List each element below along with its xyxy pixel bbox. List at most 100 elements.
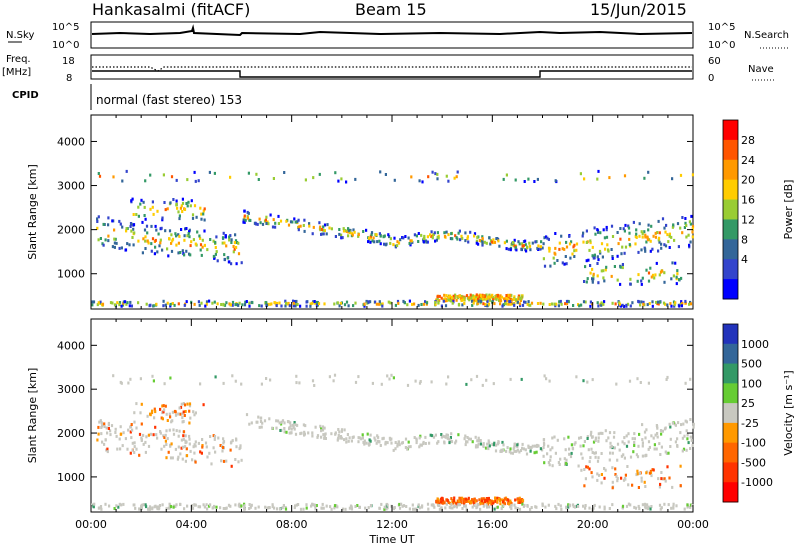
velocity-cell bbox=[647, 381, 650, 385]
velocity-cell bbox=[428, 441, 431, 445]
power-cell bbox=[402, 236, 405, 240]
power-cell bbox=[284, 299, 287, 303]
power-cell bbox=[585, 259, 588, 263]
velocity-cell bbox=[302, 507, 305, 511]
velocity-cell bbox=[591, 378, 594, 382]
power-cell bbox=[484, 303, 487, 306]
power-cell bbox=[144, 217, 147, 221]
velocity-cell bbox=[466, 440, 469, 444]
velocity-cell bbox=[623, 456, 626, 460]
power-cell bbox=[139, 202, 142, 206]
velocity-cell bbox=[101, 440, 104, 444]
velocity-cell bbox=[647, 447, 650, 451]
power-cell bbox=[287, 223, 291, 227]
velocity-colorbar-tick: 500 bbox=[741, 358, 762, 371]
power-cell bbox=[583, 177, 586, 181]
velocity-cell bbox=[319, 424, 322, 428]
power-cell bbox=[269, 213, 272, 217]
power-cell bbox=[232, 250, 235, 254]
power-cell bbox=[340, 233, 343, 237]
velocity-cell bbox=[588, 460, 591, 464]
velocity-cell bbox=[480, 499, 484, 503]
velocity-cell bbox=[690, 438, 693, 442]
velocity-cell bbox=[357, 440, 360, 444]
power-cell bbox=[264, 218, 267, 222]
velocity-cell bbox=[168, 412, 171, 416]
velocity-cell bbox=[508, 502, 511, 506]
power-cell bbox=[657, 219, 660, 223]
velocity-cell bbox=[294, 423, 297, 427]
velocity-cell bbox=[255, 420, 258, 424]
power-cell bbox=[121, 179, 124, 183]
power-cell bbox=[190, 240, 193, 244]
velocity-cell bbox=[565, 458, 568, 462]
velocity-cell bbox=[648, 471, 651, 475]
power-cell bbox=[610, 224, 614, 228]
velocity-cell bbox=[381, 437, 384, 441]
xtick-label: 08:00 bbox=[276, 518, 308, 531]
power-cell bbox=[185, 202, 188, 205]
power-cell bbox=[629, 277, 632, 281]
power-cell bbox=[392, 243, 395, 247]
power-cell bbox=[352, 304, 355, 308]
power-cell bbox=[199, 248, 202, 252]
velocity-cell bbox=[496, 496, 499, 500]
power-cell bbox=[668, 234, 671, 238]
power-cell bbox=[166, 301, 169, 305]
velocity-cell bbox=[586, 380, 589, 384]
velocity-cell bbox=[654, 433, 657, 437]
velocity-cell bbox=[603, 507, 606, 511]
velocity-cell bbox=[329, 505, 332, 509]
velocity-cell bbox=[455, 505, 458, 509]
power-cell bbox=[509, 298, 512, 302]
velocity-cell bbox=[159, 431, 162, 435]
power-cell bbox=[635, 232, 638, 236]
velocity-cell bbox=[582, 379, 585, 383]
power-cell bbox=[198, 234, 201, 238]
power-cell bbox=[124, 248, 127, 252]
power-cell bbox=[135, 213, 138, 216]
velocity-cell bbox=[554, 504, 557, 508]
power-cell bbox=[229, 303, 232, 307]
power-cell bbox=[169, 201, 172, 205]
power-cell bbox=[449, 294, 452, 298]
velocity-cell bbox=[518, 496, 521, 500]
power-cell bbox=[637, 273, 640, 277]
velocity-cell bbox=[229, 441, 233, 445]
velocity-cell bbox=[412, 507, 415, 511]
power-cell bbox=[584, 300, 587, 304]
power-cell bbox=[680, 304, 683, 308]
velocity-cell bbox=[549, 448, 552, 452]
velocity-cell bbox=[437, 503, 440, 507]
power-cell bbox=[294, 300, 297, 304]
power-cell bbox=[397, 241, 401, 245]
power-cell bbox=[454, 293, 457, 297]
power-cell bbox=[528, 244, 532, 248]
power-cell bbox=[436, 235, 439, 239]
power-cell bbox=[294, 304, 297, 308]
power-cell bbox=[203, 207, 206, 211]
velocity-cell bbox=[149, 413, 152, 417]
power-cell bbox=[431, 170, 434, 174]
power-cell bbox=[676, 272, 679, 276]
velocity-cell bbox=[221, 449, 224, 453]
velocity-cell bbox=[116, 447, 119, 451]
velocity-cell bbox=[173, 409, 177, 413]
power-cell bbox=[209, 238, 212, 241]
power-cell bbox=[646, 238, 650, 242]
velocity-cell bbox=[194, 440, 197, 444]
velocity-cell bbox=[490, 499, 493, 503]
velocity-cell bbox=[551, 446, 554, 450]
power-cell bbox=[673, 238, 676, 242]
velocity-colorbar-swatch bbox=[723, 442, 738, 463]
power-cell bbox=[620, 252, 623, 256]
velocity-cell bbox=[541, 448, 544, 452]
power-cell bbox=[516, 300, 519, 304]
power-cell bbox=[621, 245, 624, 249]
power-cell bbox=[600, 242, 604, 246]
velocity-cell bbox=[164, 433, 167, 437]
velocity-cell bbox=[615, 382, 618, 386]
velocity-cell bbox=[364, 506, 367, 510]
power-cell bbox=[311, 301, 314, 305]
velocity-cell bbox=[658, 503, 662, 507]
